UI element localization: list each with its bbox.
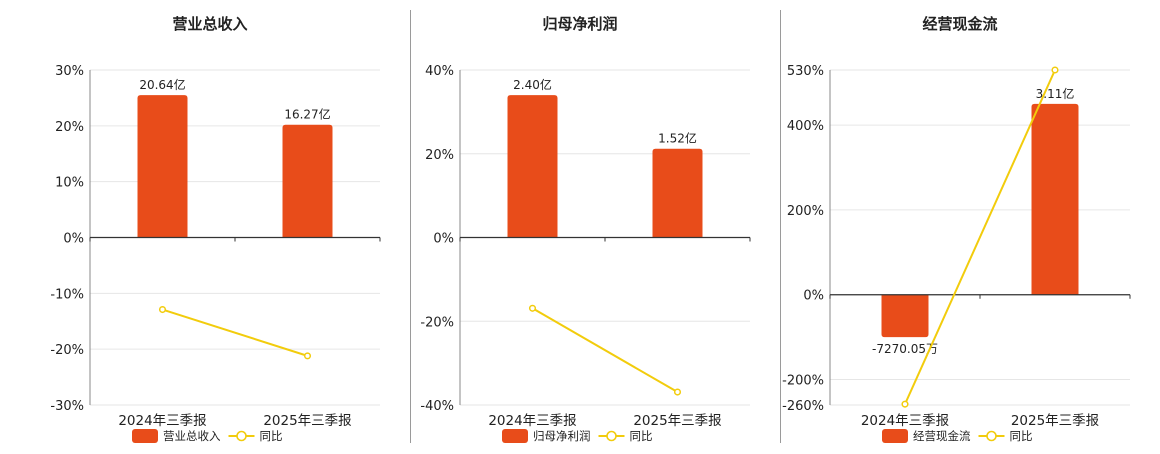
yoy-point[interactable]	[528, 304, 537, 312]
yoy-point[interactable]	[158, 305, 167, 314]
x-category-label: 2024年三季报	[118, 413, 206, 429]
legend-line-marker	[986, 430, 997, 442]
yoy-point[interactable]	[1051, 66, 1059, 74]
panel-divider	[780, 10, 781, 443]
y-tick-label: 30%	[55, 64, 84, 79]
yoy-point[interactable]	[673, 388, 682, 396]
legend: 营业总收入 同比	[132, 429, 283, 443]
legend-line-label: 同比	[630, 429, 653, 443]
yoy-point[interactable]	[901, 400, 909, 408]
legend: 归母净利润 同比	[502, 429, 653, 443]
legend: 经营现金流 同比	[882, 429, 1033, 443]
y-tick-label: 20%	[55, 120, 84, 135]
y-tick-label: -30%	[50, 399, 84, 414]
chart-svg: 营业总收入 30% 20% 10% 0% -10% -20% -30% 20.64亿 16.27亿…	[50, 15, 381, 443]
legend-bar-label: 经营现金流	[913, 429, 971, 443]
panel-divider	[410, 10, 411, 443]
y-tick-label: 0%	[803, 289, 824, 304]
legend-bar-swatch[interactable]	[502, 429, 528, 443]
legend-bar-swatch[interactable]	[132, 429, 158, 443]
x-category-label: 2025年三季报	[1011, 413, 1099, 429]
bar-data-label: 16.27亿	[284, 107, 330, 122]
legend-bar-label: 营业总收入	[163, 429, 221, 443]
legend-bar-swatch[interactable]	[882, 429, 908, 443]
bar[interactable]	[282, 124, 333, 238]
y-tick-label: -260%	[782, 399, 824, 414]
y-tick-label: 0%	[63, 232, 84, 247]
y-tick-label: -200%	[782, 374, 824, 389]
x-category-label: 2025年三季报	[263, 413, 351, 429]
bar[interactable]	[137, 95, 188, 238]
bar[interactable]	[652, 148, 703, 238]
y-tick-label: 400%	[787, 119, 824, 134]
y-tick-label: -10%	[50, 287, 84, 302]
yoy-line	[531, 307, 679, 393]
y-tick-label: -40%	[420, 399, 454, 414]
chart-panel-operating-cashflow: 经营现金流 530% 400% 200% 0% -200% -260% -7270.05万 3.…	[780, 0, 1160, 450]
bar-data-label: 20.64亿	[139, 77, 185, 92]
bar-data-label: -7270.05万	[872, 342, 938, 356]
x-category-label: 2024年三季报	[861, 413, 949, 429]
chart-title: 营业总收入	[172, 15, 247, 33]
chart-title: 归母净利润	[542, 15, 617, 33]
y-tick-label: -20%	[420, 315, 454, 330]
bar[interactable]	[881, 294, 929, 338]
bar[interactable]	[507, 95, 558, 238]
bar[interactable]	[1031, 103, 1079, 295]
y-tick-label: 10%	[55, 176, 84, 191]
yoy-line	[162, 308, 308, 357]
y-tick-label: 0%	[433, 232, 454, 247]
legend-line-marker	[606, 430, 617, 442]
chart-svg: 归母净利润 40% 20% 0% -20% -40% 2.40亿 1.52亿 2024年三季报 2…	[420, 15, 751, 443]
y-tick-label: 20%	[425, 148, 454, 163]
chart-panel-net-profit: 归母净利润 40% 20% 0% -20% -40% 2.40亿 1.52亿 2024年三季报 2…	[410, 0, 780, 450]
yoy-point[interactable]	[303, 352, 312, 360]
y-tick-label: -20%	[50, 343, 84, 358]
chart-panel-revenue: 营业总收入 30% 20% 10% 0% -10% -20% -30% 20.64亿 16.27亿…	[0, 0, 410, 450]
y-tick-label: 200%	[787, 204, 824, 219]
legend-bar-label: 归母净利润	[533, 429, 591, 443]
x-category-label: 2025年三季报	[633, 413, 721, 429]
y-tick-label: 530%	[787, 64, 824, 79]
y-tick-label: 40%	[425, 64, 454, 79]
legend-line-label: 同比	[1010, 429, 1033, 443]
legend-line-marker	[236, 430, 247, 442]
x-category-label: 2024年三季报	[488, 413, 576, 429]
legend-line-label: 同比	[260, 429, 283, 443]
yoy-line	[904, 69, 1056, 405]
chart-title: 经营现金流	[922, 15, 997, 33]
bar-data-label: 1.52亿	[658, 131, 697, 146]
bar-data-label: 2.40亿	[513, 77, 552, 92]
chart-svg: 经营现金流530%400%200%0%-200%-260%-7270.05万3.…	[782, 15, 1131, 443]
